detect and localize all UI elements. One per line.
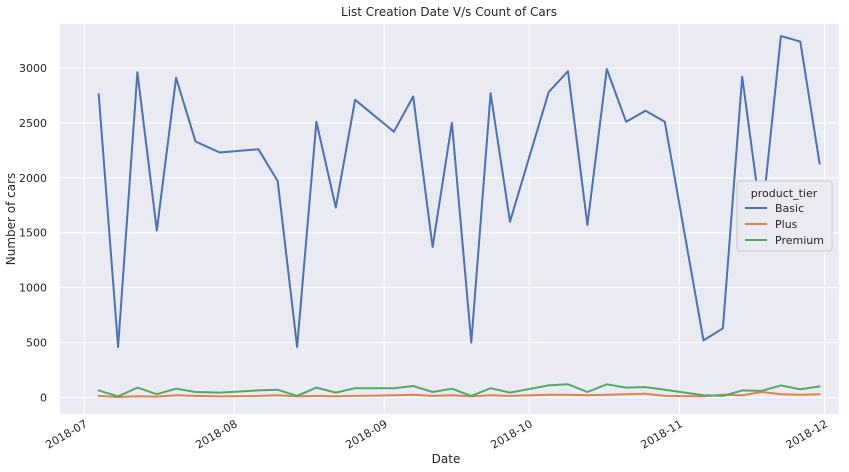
plot-area xyxy=(60,24,839,414)
x-tick-label: 2018-08 xyxy=(193,417,239,451)
legend-label-basic: Basic xyxy=(775,202,804,215)
x-tick-label: 2018-11 xyxy=(639,417,685,451)
y-tick-label: 2500 xyxy=(19,117,47,130)
x-tick-label: 2018-12 xyxy=(784,417,830,451)
y-tick-label: 1000 xyxy=(19,282,47,295)
y-tick-label: 1500 xyxy=(19,227,47,240)
x-axis-title: Date xyxy=(432,452,461,466)
grid xyxy=(60,24,839,414)
series-line-basic xyxy=(97,35,821,348)
legend-box xyxy=(736,180,833,252)
x-tick-label: 2018-09 xyxy=(343,417,389,451)
legend-label-premium: Premium xyxy=(775,234,824,247)
x-tick-label: 2018-10 xyxy=(489,417,535,451)
legend-items: Basic Plus Premium xyxy=(745,202,824,247)
x-tick-labels: 2018-07 2018-08 2018-09 2018-10 2018-11 2018-… xyxy=(43,417,830,451)
legend-label-plus: Plus xyxy=(775,218,798,231)
series-line-premium xyxy=(97,383,821,398)
y-tick-label: 3000 xyxy=(19,62,47,75)
x-tick-label: 2018-07 xyxy=(43,417,89,451)
y-tick-label: 0 xyxy=(40,392,47,405)
series-lines xyxy=(97,35,821,398)
y-tick-label: 2000 xyxy=(19,172,47,185)
y-tick-label: 500 xyxy=(26,337,47,350)
legend: product_tier Basic Plus Premium xyxy=(736,180,833,252)
chart-title: List Creation Date V/s Count of Cars xyxy=(341,5,557,19)
y-axis-title: Number of cars xyxy=(4,173,18,266)
y-tick-labels: 0 500 1000 1500 2000 2500 3000 xyxy=(19,62,47,405)
legend-title: product_tier xyxy=(751,187,818,200)
